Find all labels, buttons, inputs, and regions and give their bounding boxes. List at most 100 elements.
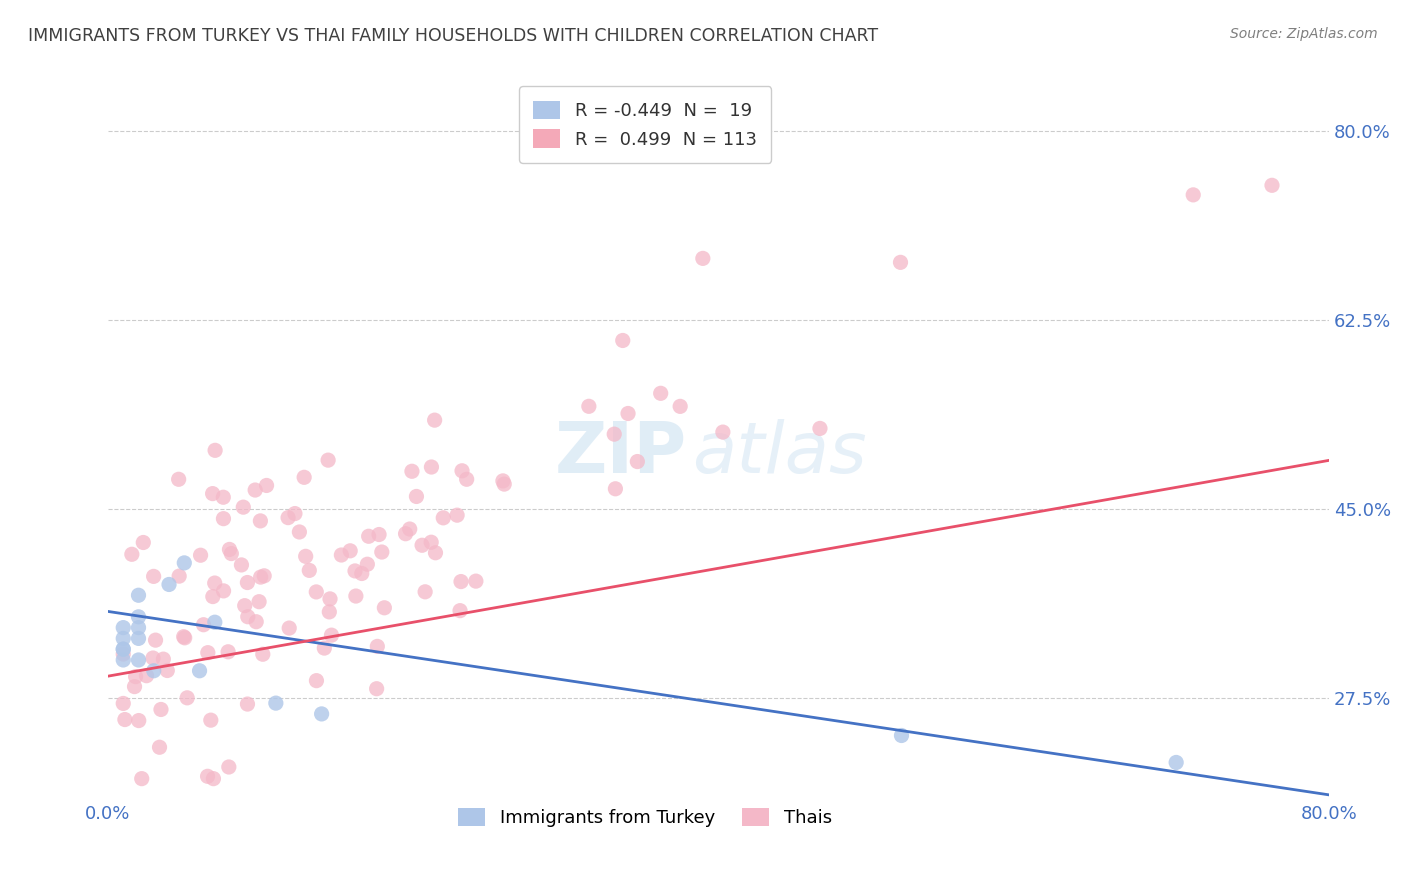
Thais: [420, 535, 443, 549]
Thais: [252, 647, 274, 661]
Thais: [200, 713, 222, 727]
Thais: [350, 566, 373, 581]
Immigrants from Turkey: [112, 632, 135, 646]
Thais: [173, 631, 195, 645]
Thais: [612, 334, 634, 348]
Thais: [808, 421, 831, 435]
Thais: [446, 508, 468, 523]
Thais: [368, 527, 391, 541]
Thais: [277, 510, 299, 524]
Thais: [321, 628, 343, 642]
Immigrants from Turkey: [157, 577, 180, 591]
Thais: [197, 646, 219, 660]
Thais: [278, 621, 301, 635]
Thais: [494, 477, 516, 491]
Thais: [711, 425, 734, 439]
Thais: [1393, 178, 1406, 193]
Thais: [232, 500, 254, 515]
Thais: [193, 617, 215, 632]
Thais: [142, 569, 165, 583]
Thais: [112, 647, 135, 661]
Thais: [245, 615, 267, 629]
Immigrants from Turkey: [173, 556, 195, 570]
Thais: [249, 514, 271, 528]
Thais: [135, 669, 157, 683]
Immigrants from Turkey: [142, 664, 165, 678]
Thais: [669, 400, 692, 414]
Thais: [231, 558, 253, 572]
Immigrants from Turkey: [128, 610, 150, 624]
Thais: [148, 740, 170, 755]
Thais: [605, 482, 627, 496]
Thais: [128, 714, 150, 728]
Thais: [247, 595, 270, 609]
Thais: [305, 673, 328, 688]
Thais: [218, 542, 240, 557]
Thais: [316, 453, 339, 467]
Thais: [298, 563, 321, 577]
Immigrants from Turkey: [112, 621, 135, 635]
Thais: [319, 591, 342, 606]
Thais: [578, 400, 600, 414]
Thais: [330, 548, 353, 562]
Thais: [405, 490, 427, 504]
Thais: [149, 702, 172, 716]
Thais: [221, 547, 243, 561]
Text: ZIP: ZIP: [554, 418, 688, 488]
Thais: [204, 443, 226, 458]
Thais: [124, 680, 146, 694]
Thais: [292, 470, 315, 484]
Thais: [176, 690, 198, 705]
Thais: [449, 604, 471, 618]
Thais: [201, 486, 224, 500]
Immigrants from Turkey: [112, 653, 135, 667]
Thais: [249, 570, 271, 584]
Thais: [124, 670, 146, 684]
Thais: [432, 511, 454, 525]
Thais: [201, 590, 224, 604]
Thais: [152, 652, 174, 666]
Thais: [339, 544, 361, 558]
Immigrants from Turkey: [188, 664, 211, 678]
Thais: [197, 769, 219, 783]
Thais: [131, 772, 153, 786]
Thais: [236, 697, 259, 711]
Thais: [356, 558, 378, 572]
Thais: [253, 569, 276, 583]
Thais: [142, 651, 165, 665]
Thais: [344, 589, 367, 603]
Thais: [114, 713, 136, 727]
Thais: [121, 547, 143, 561]
Immigrants from Turkey: [890, 729, 912, 743]
Thais: [294, 549, 316, 564]
Thais: [366, 681, 388, 696]
Thais: [492, 474, 515, 488]
Thais: [603, 427, 626, 442]
Thais: [650, 386, 672, 401]
Immigrants from Turkey: [128, 632, 150, 646]
Thais: [425, 546, 447, 560]
Thais: [256, 478, 278, 492]
Thais: [132, 535, 155, 549]
Thais: [318, 605, 340, 619]
Thais: [411, 538, 433, 552]
Thais: [218, 760, 240, 774]
Immigrants from Turkey: [128, 653, 150, 667]
Legend: Immigrants from Turkey, Thais: Immigrants from Turkey, Thais: [451, 801, 839, 835]
Thais: [112, 697, 135, 711]
Thais: [173, 630, 195, 644]
Immigrants from Turkey: [264, 696, 287, 710]
Thais: [212, 490, 235, 504]
Thais: [167, 569, 190, 583]
Thais: [456, 472, 478, 486]
Thais: [156, 664, 179, 678]
Thais: [450, 574, 472, 589]
Immigrants from Turkey: [204, 615, 226, 630]
Thais: [202, 772, 225, 786]
Thais: [233, 599, 256, 613]
Thais: [1182, 187, 1205, 202]
Thais: [145, 633, 167, 648]
Thais: [314, 641, 336, 656]
Immigrants from Turkey: [311, 706, 333, 721]
Thais: [243, 483, 266, 497]
